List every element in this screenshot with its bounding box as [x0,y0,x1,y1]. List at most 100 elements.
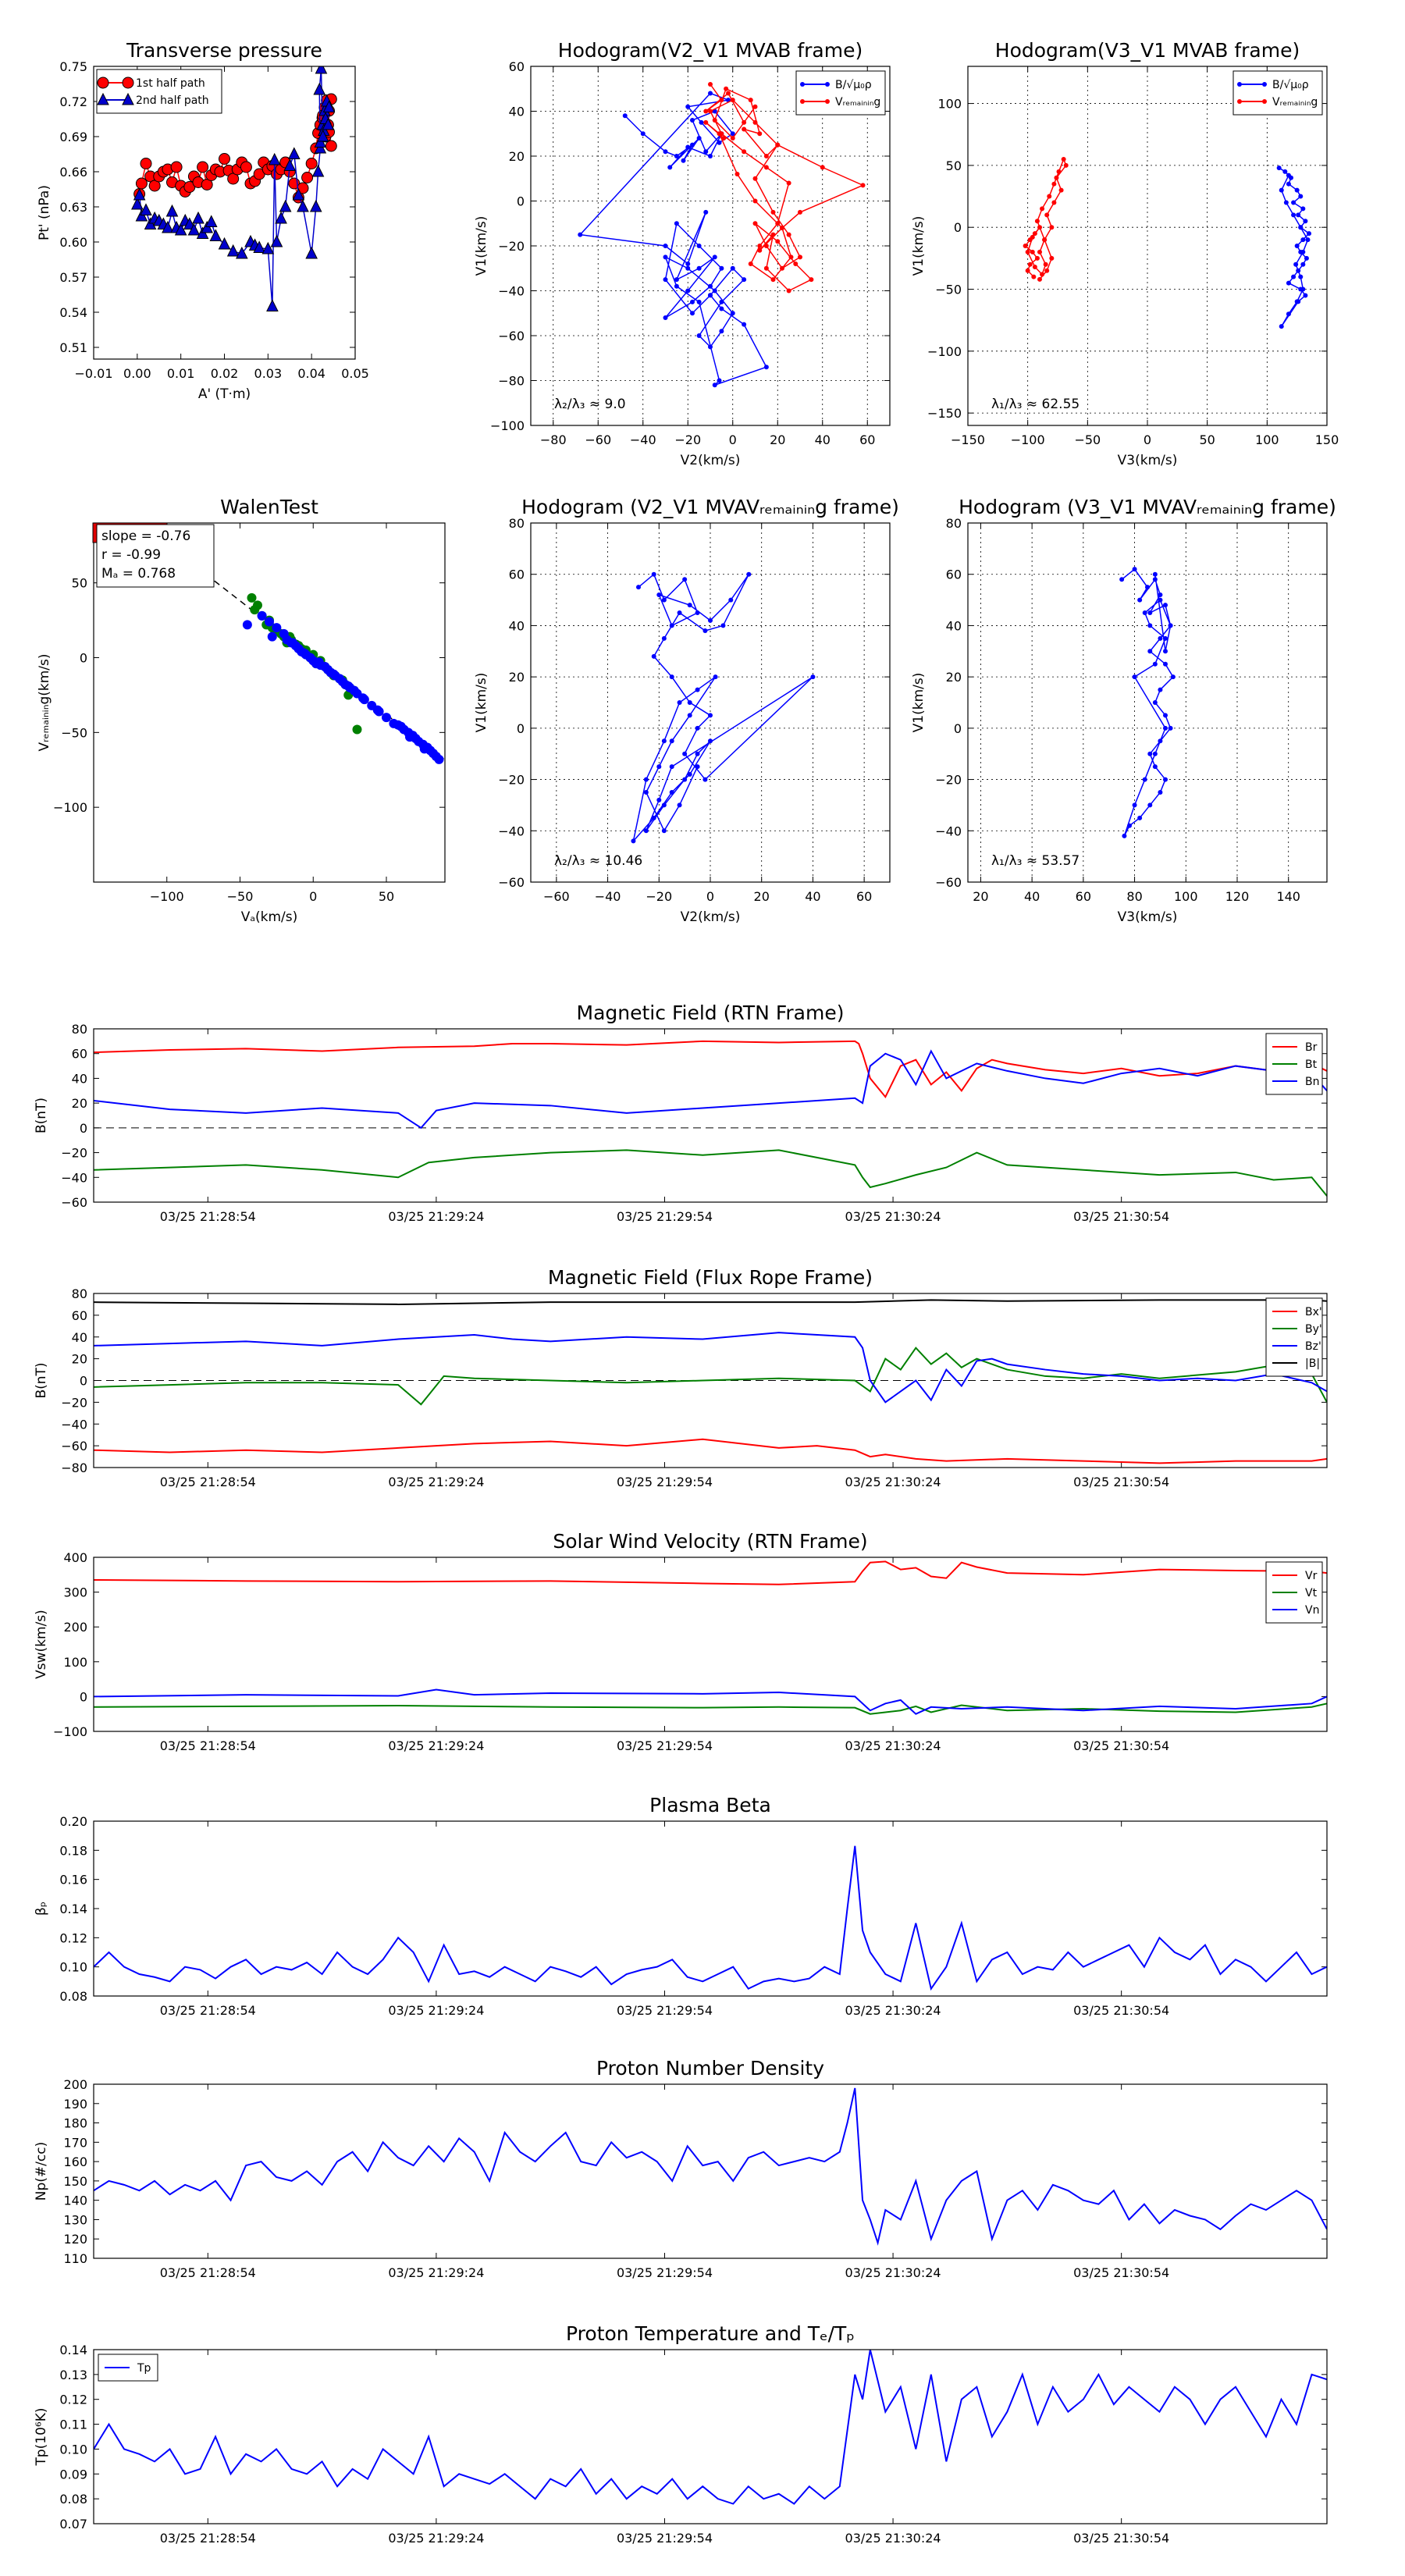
series-line-Vᵣₑₘₐᵢₙᵢₙg [1024,157,1067,280]
x-tick-label: 03/25 21:29:24 [388,1738,484,1753]
x-axis-label: Vₐ(km/s) [241,909,298,925]
data-point [1291,274,1297,279]
data-point [730,131,735,137]
data-point [661,738,667,744]
data-point [724,86,729,91]
data-point [656,764,662,770]
data-point [140,158,152,169]
chart-c3: Hodogram(V3_V1 MVAB frame) −150 −100 −50 0 50… [911,39,1339,468]
data-point [752,104,758,109]
data-point [674,283,679,289]
data-point [301,172,314,183]
data-point [1044,212,1050,218]
data-point [1152,661,1158,667]
data-point [685,262,691,266]
plot-area [1119,567,1176,838]
data-point [1152,700,1158,705]
x-tick-label: 60 [859,432,875,447]
series-line-Vn [94,1688,1327,1715]
data-point [1291,212,1297,218]
data-point [663,244,668,248]
x-tick-label: 60 [1076,889,1091,904]
data-point [165,204,179,217]
data-point [770,277,776,283]
y-tick-label: 50 [946,158,962,173]
plot-frame [967,66,1328,426]
x-axis-label: V2(km/s) [681,453,741,468]
data-point [197,161,209,173]
chart-title: Transverse pressure [126,39,322,62]
y-tick-label: 0.08 [59,2492,87,2507]
x-tick-label: 03/25 21:30:54 [1073,1475,1169,1489]
y-tick-label: 60 [946,568,962,582]
data-point [257,610,267,621]
data-point [770,232,776,237]
y-tick-label: 100 [937,97,962,112]
y-tick-label: 0.09 [59,2467,87,2482]
data-point [786,232,791,237]
y-axis-label: V1(km/s) [911,673,927,733]
x-tick-label: 0.03 [254,366,283,381]
data-point [752,119,758,125]
data-point [1168,623,1173,628]
chart-ts3: Solar Wind Velocity (RTN Frame) 03/25 21:… [34,1530,1328,1753]
data-point [661,597,667,603]
data-point [661,828,667,834]
data-point [719,329,724,334]
chart-ts6: Proton Temperature and Tₑ/Tₚ 03/25 21:28:… [34,2322,1328,2546]
data-point [283,158,297,171]
data-point [730,311,735,316]
plot-area [1023,156,1311,329]
x-tick-label: 150 [1315,432,1339,447]
data-point [297,199,309,212]
data-point [677,610,682,615]
data-point [702,777,708,782]
chart-c1: Transverse pressure −0.01 0.00 0.01 0.02 0.03… [37,39,369,402]
data-point [726,91,731,96]
chart-title: Hodogram (V2_V1 MVAVᵣₑₘₐᵢₙᵢₙg frame) [521,496,899,518]
y-tick-label: 40 [946,618,962,633]
legend-label: Tp [137,2362,151,2375]
y-tick-label: −100 [53,1724,87,1739]
data-point [322,117,335,130]
y-tick-label: 80 [946,516,962,531]
x-tick-label: −0.01 [74,366,112,381]
y-tick-label: −60 [498,875,525,890]
x-tick-label: 120 [1225,889,1250,904]
data-point [1163,603,1168,608]
data-point [752,221,758,226]
data-point [1286,173,1291,178]
data-point [305,246,318,259]
data-point [311,164,325,177]
y-tick-label: −40 [61,1170,87,1185]
plot-frame [93,522,446,883]
data-point [663,254,668,260]
y-tick-label: 80 [509,516,525,531]
x-tick-label: 0 [309,889,317,904]
data-point [712,254,717,260]
data-point [703,109,709,114]
y-tick-label: 50 [72,576,87,591]
data-point [730,265,735,271]
data-point [1296,268,1301,273]
data-point [372,705,382,715]
data-point [735,172,740,176]
data-point [1132,802,1137,808]
data-point [708,154,713,158]
y-tick-label: 0.10 [59,2442,87,2457]
x-tick-label: 0.02 [211,366,239,381]
data-point [656,592,662,597]
legend-label: B/√μ₀ρ [835,79,872,91]
data-point [240,161,252,173]
data-point [793,262,799,266]
y-tick-label: 0 [80,1374,87,1389]
data-point [663,277,668,283]
x-tick-label: 03/25 21:30:54 [1073,2265,1169,2280]
data-point [1047,194,1052,199]
legend-marker [1262,99,1267,104]
y-axis-label: B(nT) [34,1362,49,1398]
data-point [685,265,691,271]
data-point [712,118,717,123]
y-tick-label: 0 [954,220,962,235]
y-axis-label: Np(#/cc) [34,2142,49,2201]
